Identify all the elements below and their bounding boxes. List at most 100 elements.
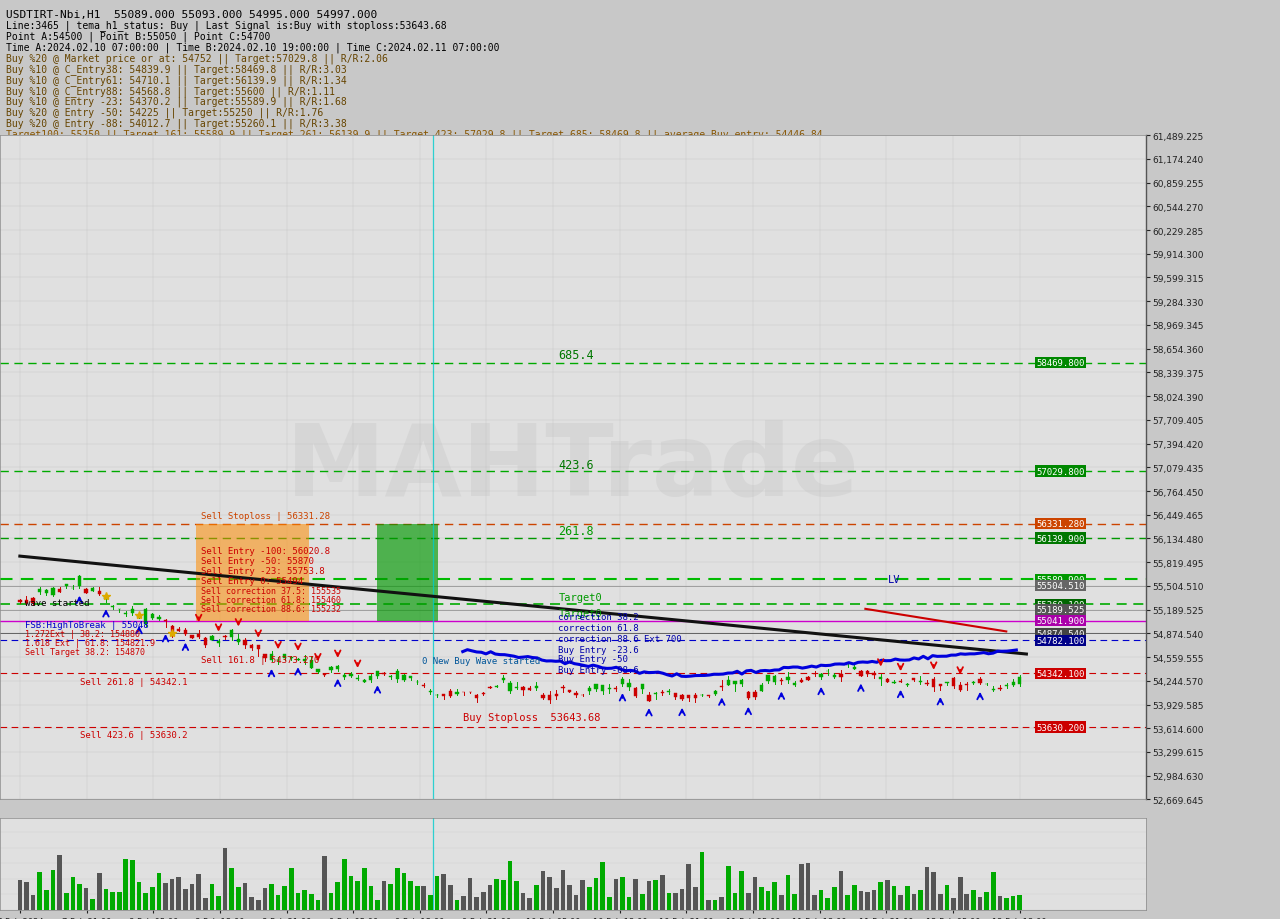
Text: Buy Entry -23.6: Buy Entry -23.6 — [558, 645, 639, 654]
Bar — [356, 881, 360, 910]
Bar — [58, 856, 61, 910]
Bar — [216, 896, 221, 910]
Bar — [448, 691, 452, 697]
Text: 57029.800: 57029.800 — [1037, 467, 1084, 476]
Bar — [991, 872, 996, 910]
Bar — [627, 683, 631, 687]
Bar — [137, 882, 141, 910]
Bar — [342, 859, 347, 910]
Text: 58469.800: 58469.800 — [1037, 358, 1084, 368]
Bar — [925, 683, 929, 685]
Bar — [124, 613, 128, 614]
Bar — [362, 680, 366, 682]
Bar — [269, 884, 274, 910]
Bar — [303, 659, 306, 662]
Bar — [170, 879, 174, 910]
Bar — [932, 680, 936, 687]
Bar — [673, 893, 677, 910]
Bar — [461, 896, 466, 910]
Bar — [865, 671, 869, 675]
Bar — [852, 667, 856, 670]
Text: Sell Entry -50: 55870: Sell Entry -50: 55870 — [201, 557, 314, 565]
Bar — [913, 679, 915, 680]
Bar — [164, 883, 168, 910]
Bar — [654, 693, 657, 694]
Bar — [759, 887, 764, 910]
Bar — [792, 894, 797, 910]
Bar — [740, 870, 744, 910]
Bar — [131, 860, 134, 910]
Bar — [687, 696, 690, 698]
Text: Sell 161.8 | 54373.270: Sell 161.8 | 54373.270 — [201, 655, 319, 664]
Bar — [561, 869, 566, 910]
Bar — [64, 584, 68, 586]
Bar — [442, 874, 445, 910]
Bar — [349, 674, 352, 676]
Bar — [77, 884, 82, 910]
Bar — [594, 878, 598, 910]
Text: 55589.900: 55589.900 — [1037, 575, 1084, 584]
Bar — [310, 660, 312, 668]
Bar — [1005, 898, 1009, 910]
Bar — [938, 894, 942, 910]
Bar — [826, 898, 829, 910]
Text: Line:3465 | tema_h1_status: Buy | Last Signal is:Buy with stoploss:53643.68: Line:3465 | tema_h1_status: Buy | Last S… — [6, 20, 447, 31]
Bar — [521, 893, 526, 910]
Bar — [567, 886, 572, 910]
Bar — [500, 880, 506, 910]
Bar — [157, 617, 160, 619]
Bar — [494, 879, 499, 910]
Bar — [224, 637, 227, 638]
Bar — [37, 872, 42, 910]
Text: Buy %20 @ Entry -50: 54225 || Target:55250 || R/R:1.76: Buy %20 @ Entry -50: 54225 || Target:552… — [6, 108, 324, 118]
Bar — [660, 875, 664, 910]
Bar — [408, 676, 412, 678]
Bar — [600, 686, 604, 691]
Text: Time A:2024.02.10 07:00:00 | Time B:2024.02.10 19:00:00 | Time C:2024.02.11 07:0: Time A:2024.02.10 07:00:00 | Time B:2024… — [6, 42, 500, 52]
Text: Buy %10 @ C_Entry61: 54710.1 || Target:56139.9 || R/R:1.34: Buy %10 @ C_Entry61: 54710.1 || Target:5… — [6, 74, 347, 85]
Text: 55041.900: 55041.900 — [1037, 617, 1084, 626]
Text: Sell Target 38.2: 154870: Sell Target 38.2: 154870 — [24, 648, 145, 656]
Bar — [308, 894, 314, 910]
Bar — [104, 889, 109, 910]
Bar — [296, 893, 301, 910]
Bar — [402, 675, 406, 680]
Bar — [428, 895, 433, 910]
Bar — [58, 589, 61, 593]
Text: LV: LV — [887, 574, 900, 584]
Bar — [156, 873, 161, 910]
Bar — [924, 867, 929, 910]
Bar — [978, 897, 982, 910]
Bar — [620, 877, 625, 910]
Text: 1.272Ext | 38.2: 154880: 1.272Ext | 38.2: 154880 — [24, 630, 140, 639]
Text: FSB:HighToBreak | 55048: FSB:HighToBreak | 55048 — [24, 620, 148, 630]
Text: Buy %10 @ C_Entry88: 54568.8 || Target:55600 || R/R:1.11: Buy %10 @ C_Entry88: 54568.8 || Target:5… — [6, 85, 335, 96]
Text: Sell correction 88.6: 155232: Sell correction 88.6: 155232 — [201, 605, 340, 614]
Bar — [83, 888, 88, 910]
Bar — [435, 876, 439, 910]
Text: Sell Entry -100: 56020.8: Sell Entry -100: 56020.8 — [201, 546, 330, 555]
Bar — [727, 680, 730, 685]
Bar — [196, 874, 201, 910]
Text: 56139.900: 56139.900 — [1037, 534, 1084, 543]
Bar — [197, 635, 200, 637]
Bar — [475, 897, 479, 910]
Bar — [535, 686, 538, 688]
Bar — [262, 888, 268, 910]
Bar — [794, 683, 796, 686]
Bar — [348, 877, 353, 910]
Bar — [959, 685, 961, 690]
Bar — [24, 601, 28, 604]
Bar — [681, 696, 684, 699]
Bar — [250, 646, 253, 648]
Bar — [448, 886, 453, 910]
Bar — [335, 882, 340, 910]
Bar — [892, 682, 896, 684]
Bar — [765, 891, 771, 910]
Text: correction 88.6 Ext 700: correction 88.6 Ext 700 — [558, 634, 682, 643]
Bar — [819, 891, 823, 910]
Text: USDTIRT-Nbi,H1  55089.000 55093.000 54995.000 54997.000: USDTIRT-Nbi,H1 55089.000 55093.000 54995… — [6, 9, 378, 19]
Bar — [137, 616, 141, 618]
Bar — [189, 884, 195, 910]
Bar — [229, 868, 234, 910]
